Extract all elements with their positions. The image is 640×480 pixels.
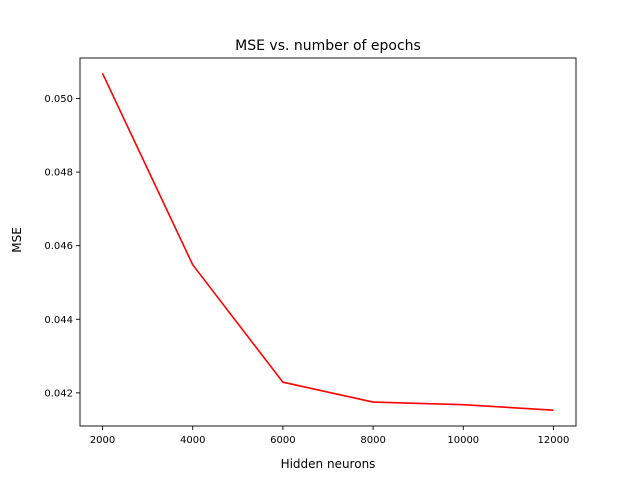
x-tick-label-3: 8000: [360, 435, 385, 446]
chart-title: MSE vs. number of epochs: [235, 38, 421, 54]
y-axis-label: MSE: [10, 227, 24, 253]
plot-area: 2000 4000 6000 8000 10000 12000 0.042 0.044 0.04…: [44, 57, 577, 446]
y-tick-label-1: 0.044: [44, 315, 73, 326]
x-tick-label-5: 12000: [538, 435, 570, 446]
y-tick-label-4: 0.050: [44, 94, 73, 105]
x-tick-label-4: 10000: [447, 435, 479, 446]
x-tick-label-0: 2000: [90, 435, 115, 446]
x-tick-label-1: 4000: [180, 435, 205, 446]
y-tick-label-0: 0.042: [44, 388, 73, 399]
y-tick-label-3: 0.048: [44, 168, 73, 179]
axes-frame: [79, 57, 577, 427]
x-axis-label: Hidden neurons: [281, 457, 376, 471]
x-tick-label-2: 6000: [270, 435, 295, 446]
y-tick-label-2: 0.046: [44, 241, 73, 252]
series-line-0: [101, 73, 554, 411]
